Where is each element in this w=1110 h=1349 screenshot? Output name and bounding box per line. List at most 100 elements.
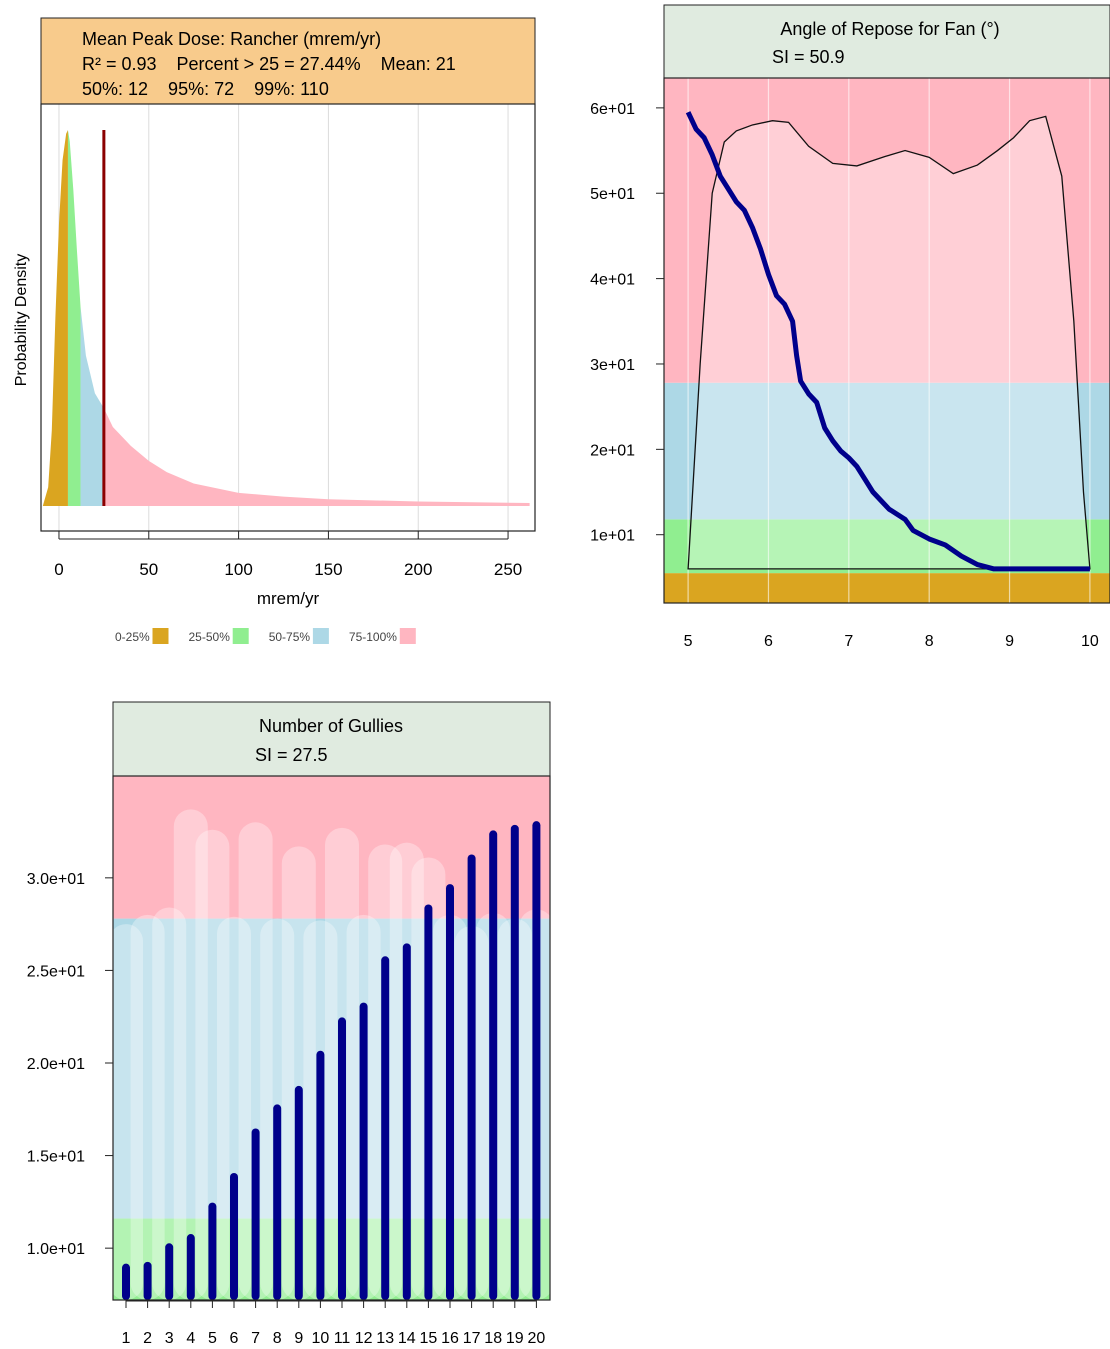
dose-density-panel: Mean Peak Dose: Rancher (mrem/yr) R² = 0…	[13, 17, 536, 644]
gullies-panel: Number of Gullies SI = 27.5 1.0e+01 1.5e+…	[27, 701, 554, 1347]
dose-legend-swatch	[312, 628, 329, 644]
angle-panel: Angle of Repose for Fan (°) SI = 50.9 1e…	[590, 4, 1110, 650]
gullies-bar	[186, 1234, 195, 1300]
gullies-y-tick-label: 2.0e+01	[27, 1056, 85, 1073]
gullies-x-tick-label: 11	[334, 1330, 351, 1347]
gullies-ghost-bar	[238, 822, 273, 1300]
dose-legend-swatch	[232, 628, 249, 644]
angle-band	[664, 78, 1110, 383]
dose-title-line3: 50%: 12 95%: 72 99%: 110	[82, 79, 329, 99]
gullies-x-tick-label: 10	[312, 1330, 330, 1347]
angle-gridlines	[687, 78, 1091, 603]
angle-x-tick-label: 10	[1081, 633, 1099, 650]
gullies-x-tick-label: 7	[251, 1330, 260, 1347]
angle-x-tick-label: 6	[764, 633, 773, 650]
angle-x-tick-label: 9	[1005, 633, 1014, 650]
gullies-bar	[402, 943, 411, 1300]
gullies-x-tick-label: 20	[528, 1330, 546, 1347]
angle-y-tick-label: 2e+01	[590, 442, 635, 459]
gullies-bar	[273, 1104, 282, 1300]
gullies-plot-frame	[112, 775, 551, 1301]
angle-y-tick-label: 1e+01	[590, 528, 635, 545]
angle-x-ticks: 5 6 7 8 9 10	[684, 633, 1099, 650]
gullies-bar	[359, 1002, 368, 1300]
gullies-title-line2: SI = 27.5	[255, 745, 328, 765]
gullies-bar	[532, 821, 541, 1300]
gullies-bar	[489, 830, 498, 1300]
angle-y-tick-label: 3e+01	[590, 357, 635, 374]
gullies-bar	[251, 1128, 260, 1300]
dose-area-25-50	[67, 130, 81, 506]
gullies-ghost-bar	[217, 916, 251, 1300]
gullies-x-tick-label: 13	[376, 1330, 394, 1347]
gullies-bar	[230, 1172, 238, 1300]
dose-x-tick-label: 50	[139, 560, 158, 579]
dose-area-0-25	[42, 130, 68, 506]
angle-x-tick-label: 5	[684, 633, 693, 650]
dose-x-axis-label: mrem/yr	[257, 589, 320, 608]
dose-legend-label: 25-50%	[189, 630, 231, 644]
gullies-ghost-bar	[109, 924, 143, 1300]
gullies-y-ticks: 1.0e+01 1.5e+01 2.0e+01 2.5e+01 3.0e+01	[27, 871, 113, 1258]
angle-title-header	[663, 4, 1110, 79]
dose-title-line1: Mean Peak Dose: Rancher (mrem/yr)	[82, 29, 381, 49]
gullies-ghost-bar	[195, 829, 230, 1300]
dose-x-ticks: 0 50 100 150 200 250	[54, 531, 522, 579]
angle-density-outline	[687, 115, 1091, 570]
gullies-y-tick-label: 3.0e+01	[27, 871, 85, 888]
gullies-x-tick-label: 12	[355, 1330, 373, 1347]
dose-density-area	[42, 130, 530, 506]
gullies-bar	[446, 884, 454, 1300]
gullies-x-tick-label: 18	[484, 1330, 502, 1347]
dose-x-tick-label: 100	[224, 560, 252, 579]
gullies-ghost-bar	[130, 914, 165, 1300]
gullies-ghost-bars	[109, 809, 554, 1300]
gullies-bar	[208, 1202, 217, 1300]
gullies-title-line1: Number of Gullies	[259, 716, 403, 736]
dose-x-tick-label: 200	[404, 560, 432, 579]
gullies-x-tick-label: 4	[186, 1330, 195, 1347]
angle-band	[664, 519, 1110, 574]
gullies-x-tick-label: 17	[463, 1330, 481, 1347]
dose-title-line2: R² = 0.93 Percent > 25 = 27.44% Mean: 21	[82, 54, 456, 74]
gullies-bar	[381, 956, 390, 1300]
gullies-x-tick-label: 6	[230, 1330, 239, 1347]
gullies-ghost-bar	[281, 846, 316, 1300]
gullies-x-tick-label: 15	[420, 1330, 438, 1347]
angle-y-tick-label: 5e+01	[590, 186, 635, 203]
gullies-y-tick-label: 1.5e+01	[27, 1149, 85, 1166]
gullies-bar	[467, 854, 476, 1300]
gullies-band	[113, 776, 550, 919]
angle-quantile-bands	[664, 78, 1110, 603]
angle-y-tick-label: 4e+01	[590, 272, 635, 289]
dose-x-tick-label: 250	[494, 560, 522, 579]
gullies-bar	[294, 1085, 303, 1300]
gullies-ghost-bar	[152, 907, 187, 1300]
dose-legend-label: 75-100%	[349, 630, 397, 644]
dose-plot-frame	[40, 103, 536, 532]
gullies-bar	[165, 1243, 174, 1300]
gullies-x-tick-label: 1	[122, 1330, 131, 1347]
gullies-band	[113, 918, 550, 1219]
angle-y-ticks: 1e+01 2e+01 3e+01 4e+01 5e+01 6e+01	[590, 101, 664, 545]
gullies-ghost-bar	[173, 809, 208, 1300]
dose-area-75-100	[103, 408, 530, 506]
gullies-quantile-bands	[113, 776, 550, 1300]
gullies-bar	[338, 1017, 346, 1300]
gullies-bar	[316, 1050, 325, 1300]
gullies-x-tick-label: 3	[165, 1330, 174, 1347]
angle-x-tick-label: 7	[844, 633, 853, 650]
angle-sorted-series-line	[685, 111, 1090, 572]
dose-title-header	[40, 17, 536, 105]
dose-y-axis-label: Probability Density	[13, 254, 30, 387]
gullies-bar	[122, 1263, 130, 1300]
gullies-bar	[424, 904, 433, 1300]
dose-legend-label: 50-75%	[269, 630, 311, 644]
gullies-bar	[510, 824, 519, 1300]
gullies-x-tick-label: 5	[208, 1330, 217, 1347]
gullies-x-ticks: 1 2 3 4 5 6 7 8 9 10 11 12 13 14 15 16 17 18 19 20	[122, 1300, 546, 1347]
gullies-x-tick-label: 14	[398, 1330, 416, 1347]
angle-band	[664, 573, 1110, 603]
dose-x-tick-label: 150	[314, 560, 342, 579]
